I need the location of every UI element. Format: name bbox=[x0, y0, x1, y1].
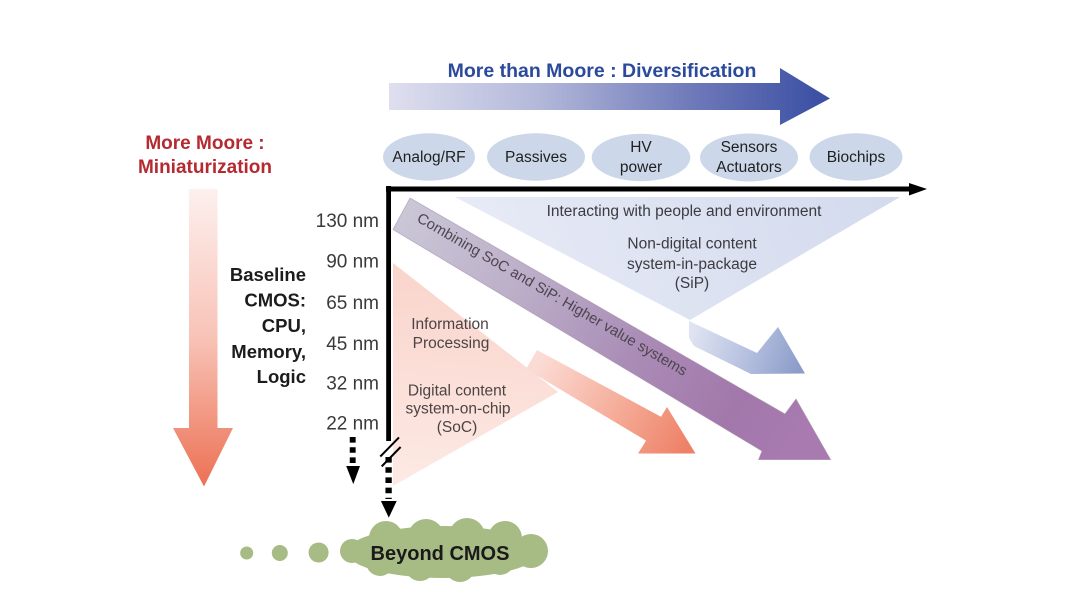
svg-text:(SoC): (SoC) bbox=[437, 419, 477, 436]
svg-text:CPU,: CPU, bbox=[262, 315, 306, 336]
svg-text:system-on-chip: system-on-chip bbox=[405, 401, 510, 418]
svg-text:Baseline: Baseline bbox=[230, 264, 306, 285]
svg-text:Passives: Passives bbox=[505, 149, 567, 166]
svg-text:HV: HV bbox=[630, 139, 652, 156]
svg-text:Processing: Processing bbox=[413, 335, 490, 352]
svg-text:32 nm: 32 nm bbox=[326, 374, 379, 395]
svg-text:130 nm: 130 nm bbox=[316, 211, 379, 232]
svg-text:More than Moore : Diversificat: More than Moore : Diversification bbox=[448, 60, 757, 82]
svg-text:Non-digital content: Non-digital content bbox=[627, 236, 757, 253]
svg-text:22 nm: 22 nm bbox=[326, 414, 379, 435]
svg-text:45 nm: 45 nm bbox=[326, 334, 379, 355]
svg-text:Actuators: Actuators bbox=[716, 159, 782, 176]
svg-text:Memory,: Memory, bbox=[231, 341, 306, 362]
svg-text:Digital content: Digital content bbox=[408, 383, 507, 400]
svg-text:power: power bbox=[620, 159, 662, 176]
svg-text:Beyond CMOS: Beyond CMOS bbox=[371, 543, 510, 565]
svg-text:CMOS:: CMOS: bbox=[244, 290, 306, 311]
svg-text:90 nm: 90 nm bbox=[326, 252, 379, 273]
svg-text:More Moore :: More Moore : bbox=[145, 133, 264, 154]
svg-text:Analog/RF: Analog/RF bbox=[392, 149, 465, 166]
svg-text:Interacting with people and en: Interacting with people and environment bbox=[547, 203, 823, 220]
svg-text:Sensors: Sensors bbox=[721, 139, 778, 156]
svg-text:(SiP): (SiP) bbox=[675, 275, 709, 292]
svg-text:Miniaturization: Miniaturization bbox=[138, 157, 272, 178]
svg-text:system-in-package: system-in-package bbox=[627, 256, 757, 273]
svg-text:65 nm: 65 nm bbox=[326, 293, 379, 314]
svg-text:Logic: Logic bbox=[257, 366, 306, 387]
svg-text:Biochips: Biochips bbox=[827, 149, 886, 166]
svg-text:Information: Information bbox=[411, 316, 489, 333]
